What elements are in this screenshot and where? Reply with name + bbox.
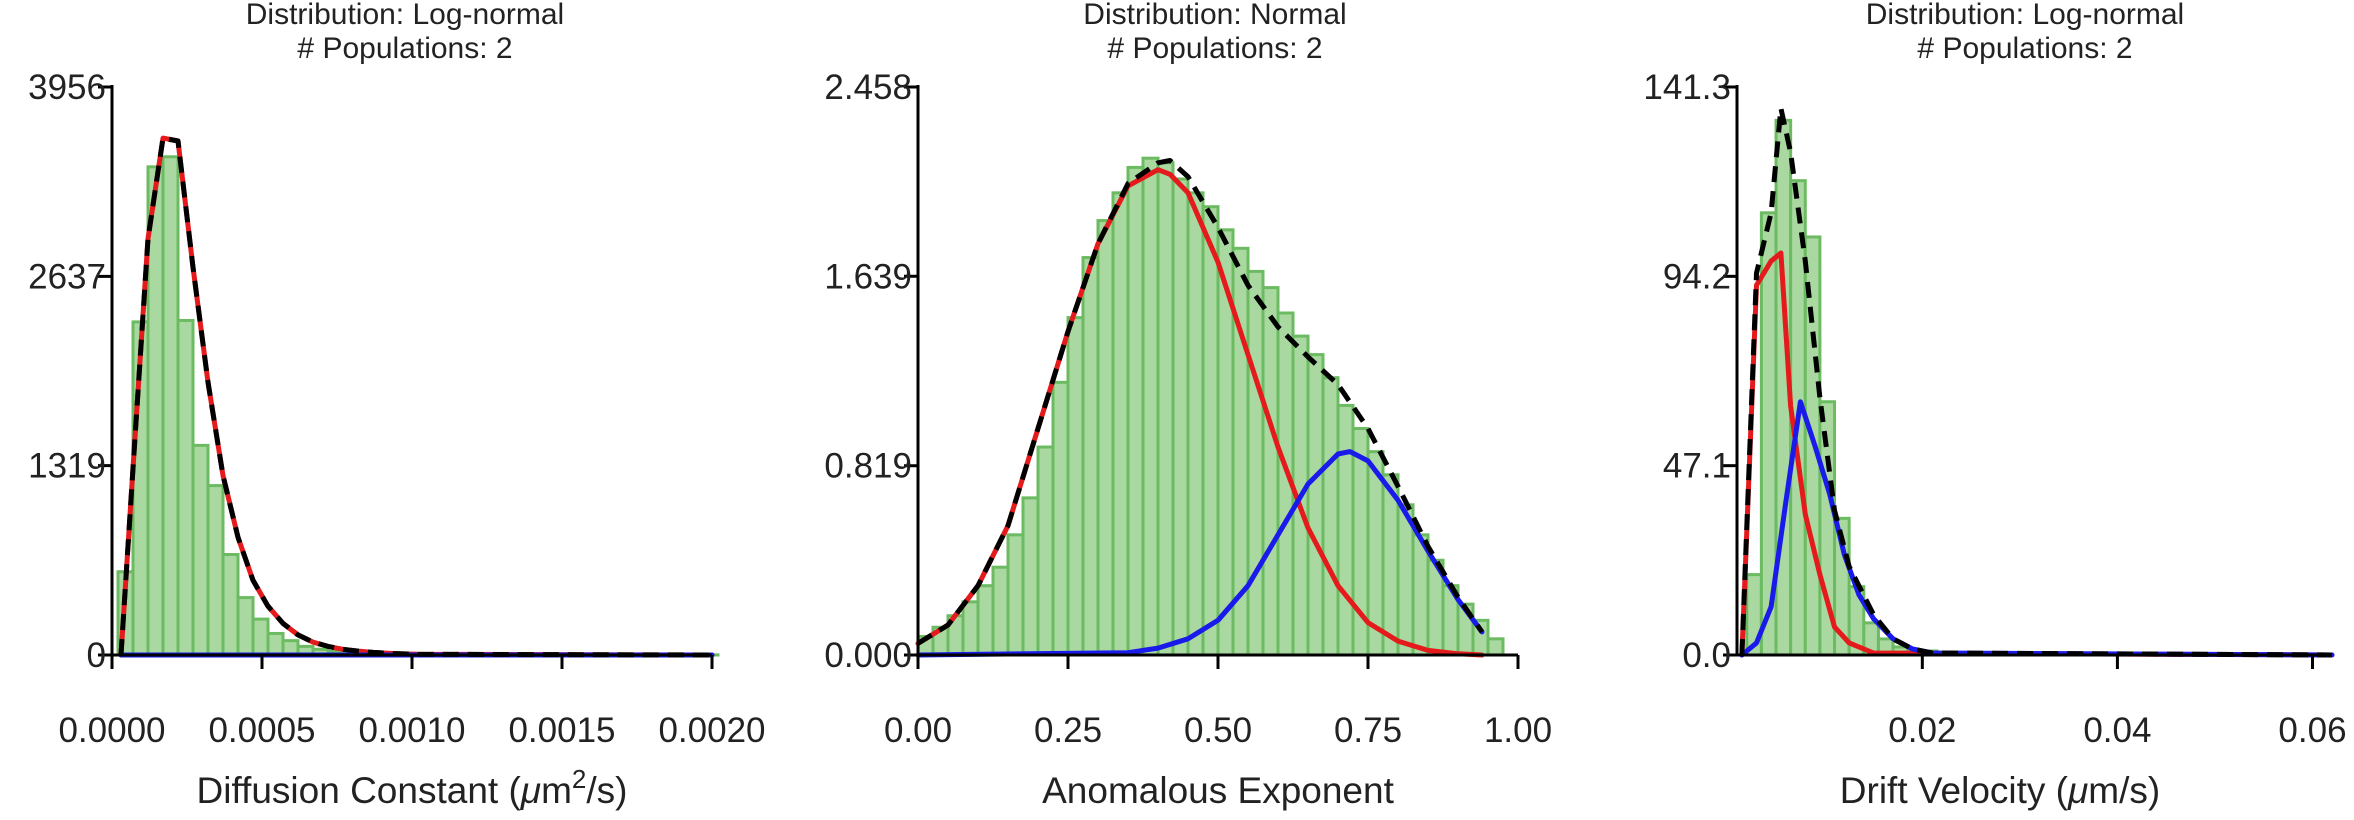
chart-title-line: Distribution: Normal — [1083, 0, 1346, 31]
histogram-bar — [1126, 165, 1145, 657]
histogram-bar — [1336, 403, 1355, 657]
x-axis-label: Drift Velocity (μm/s) — [1840, 770, 2160, 811]
y-tick-label: 1.639 — [824, 257, 912, 296]
histogram — [916, 156, 1505, 657]
x-axis-label-part: μ — [520, 770, 541, 811]
x-axis-label: Diffusion Constant (μm2/s) — [197, 764, 628, 811]
x-axis-label-part: Drift Velocity ( — [1840, 770, 2069, 811]
histogram-bar — [1021, 496, 1040, 657]
x-tick-label: 0.0000 — [58, 711, 165, 750]
panel-anomalous-exponent: Distribution: Normal# Populations: 2 0.00… — [824, 0, 1552, 811]
fit-curve-population-1 — [1739, 250, 2335, 658]
histogram-bar — [1306, 353, 1325, 657]
x-tick-label: 1.00 — [1484, 711, 1552, 750]
histogram-bar — [976, 584, 995, 657]
histogram-bar — [1396, 503, 1415, 657]
histogram-bar — [991, 565, 1010, 657]
histogram-bar — [1321, 376, 1340, 657]
chart-title-line: # Populations: 2 — [1107, 32, 1322, 65]
histogram-bar — [206, 484, 225, 657]
histogram-bar — [1186, 191, 1205, 657]
x-tick-label: 0.0005 — [208, 711, 315, 750]
y-tick-label: 47.1 — [1663, 447, 1731, 486]
y-tick-label: 94.2 — [1663, 257, 1731, 296]
histogram-bar — [221, 552, 240, 657]
x-tick-label: 0.0020 — [658, 711, 765, 750]
histogram-bar — [1486, 637, 1505, 657]
x-axis-label-part: /s) — [586, 770, 627, 811]
histogram-bar — [1111, 191, 1130, 657]
histogram-bar — [251, 617, 270, 657]
chart-title-line: Distribution: Log-normal — [246, 0, 564, 31]
histogram-bar — [1036, 445, 1055, 657]
x-tick-label: 0.25 — [1034, 711, 1102, 750]
x-tick-label: 0.02 — [1888, 711, 1956, 750]
x-tick-label: 0.06 — [2278, 711, 2346, 750]
fit-curve-total — [1739, 105, 2333, 658]
x-axis-label-part: m — [541, 770, 572, 811]
histogram-bar — [266, 631, 285, 657]
chart-title-line: # Populations: 2 — [1917, 32, 2132, 65]
histogram-bar — [1201, 205, 1220, 657]
histogram-bar — [1246, 269, 1265, 657]
histogram-bar — [1411, 533, 1430, 657]
histogram-bar — [1081, 256, 1100, 657]
x-tick-label: 0.75 — [1334, 711, 1402, 750]
chart-title-line: # Populations: 2 — [297, 32, 512, 65]
histogram-bar — [1096, 219, 1115, 657]
fit-curve-population-2 — [915, 449, 1485, 658]
y-tick-label: 0 — [87, 636, 106, 675]
y-tick-label: 3956 — [28, 68, 106, 107]
histogram-bar — [161, 155, 180, 657]
histogram-bar — [191, 443, 210, 657]
x-axis-label-part: μ — [2067, 770, 2088, 811]
x-axis-label: Anomalous Exponent — [1042, 770, 1394, 811]
histogram-bar — [236, 596, 255, 657]
y-tick-label: 2637 — [28, 257, 106, 296]
histogram-bar — [961, 600, 980, 657]
chart-title-line: Distribution: Log-normal — [1866, 0, 2184, 31]
histogram-bar — [1141, 156, 1160, 657]
fit-curve-total — [118, 135, 713, 658]
fit-curve-total — [916, 158, 1485, 646]
y-tick-label: 141.3 — [1643, 68, 1731, 107]
x-axis-label-part: 2 — [572, 764, 586, 794]
x-tick-label: 0.50 — [1184, 711, 1252, 750]
x-axis-label-part: Diffusion Constant ( — [197, 770, 522, 811]
histogram-bar — [176, 318, 195, 657]
x-tick-label: 0.0015 — [508, 711, 615, 750]
panel-drift-velocity: Distribution: Log-normal# Populations: 2… — [1643, 0, 2346, 811]
panel-diffusion-constant: Distribution: Log-normal# Populations: 2… — [28, 0, 765, 811]
histogram — [116, 155, 720, 657]
fit-curve-population-2 — [1739, 399, 2335, 658]
histogram-bar — [1171, 177, 1190, 657]
histogram-bar — [1381, 473, 1400, 657]
x-tick-label: 0.00 — [884, 711, 952, 750]
x-axis-label-part: Anomalous Exponent — [1042, 770, 1394, 811]
histogram-bar — [1156, 161, 1175, 657]
histogram-bar — [1066, 316, 1085, 657]
histogram-bar — [1051, 380, 1070, 657]
y-tick-label: 0.000 — [824, 636, 912, 675]
x-tick-label: 0.0010 — [358, 711, 465, 750]
histogram-bar — [1261, 286, 1280, 657]
y-tick-label: 1319 — [28, 447, 106, 486]
x-axis-label-part: m/s) — [2088, 770, 2160, 811]
histogram-bar — [1006, 533, 1025, 657]
y-tick-label: 0.0 — [1682, 636, 1731, 675]
y-tick-label: 0.819 — [824, 447, 912, 486]
x-tick-label: 0.04 — [2083, 711, 2151, 750]
y-tick-label: 2.458 — [824, 68, 912, 107]
